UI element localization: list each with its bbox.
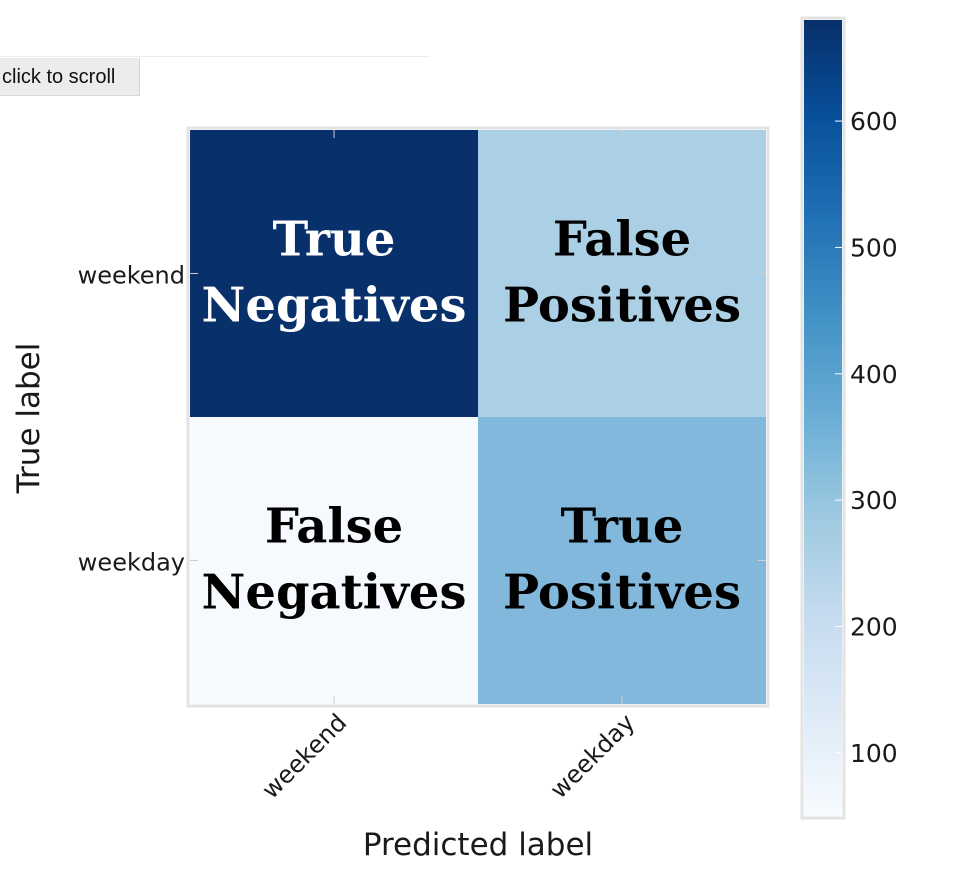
cell-true-negatives	[190, 130, 478, 417]
x-axis-label: Predicted label	[363, 827, 593, 863]
plot-frame	[186, 126, 770, 708]
cell-label-true-positives: True Positives	[503, 499, 741, 621]
colorbar-tick-label: 400	[850, 360, 898, 389]
cell-false-negatives	[190, 417, 478, 704]
colorbar-tick-label: 500	[850, 233, 898, 262]
y-tick-label-weekday: weekday	[78, 549, 185, 577]
cell-label-false-positives: False Positives	[503, 212, 741, 334]
y-axis-label: True label	[11, 343, 47, 495]
colorbar-frame	[800, 16, 846, 820]
colorbar-tick-label: 300	[850, 486, 898, 515]
colorbar	[804, 20, 842, 816]
colorbar-tick-label: 200	[850, 612, 898, 641]
x-tick-label-weekend: weekend	[256, 708, 352, 804]
x-tick-label-weekday: weekday	[545, 708, 641, 804]
y-tick-label-weekend: weekend	[78, 262, 185, 290]
click-to-scroll-button[interactable]: click to scroll	[0, 58, 140, 96]
top-divider	[0, 56, 430, 57]
colorbar-tick-label: 600	[850, 107, 898, 136]
colorbar-tick-label: 100	[850, 739, 898, 768]
cell-false-positives	[478, 130, 766, 417]
cell-label-false-negatives: False Negatives	[202, 499, 467, 621]
cell-label-true-negatives: True Negatives	[202, 212, 467, 334]
cell-true-positives	[478, 417, 766, 704]
